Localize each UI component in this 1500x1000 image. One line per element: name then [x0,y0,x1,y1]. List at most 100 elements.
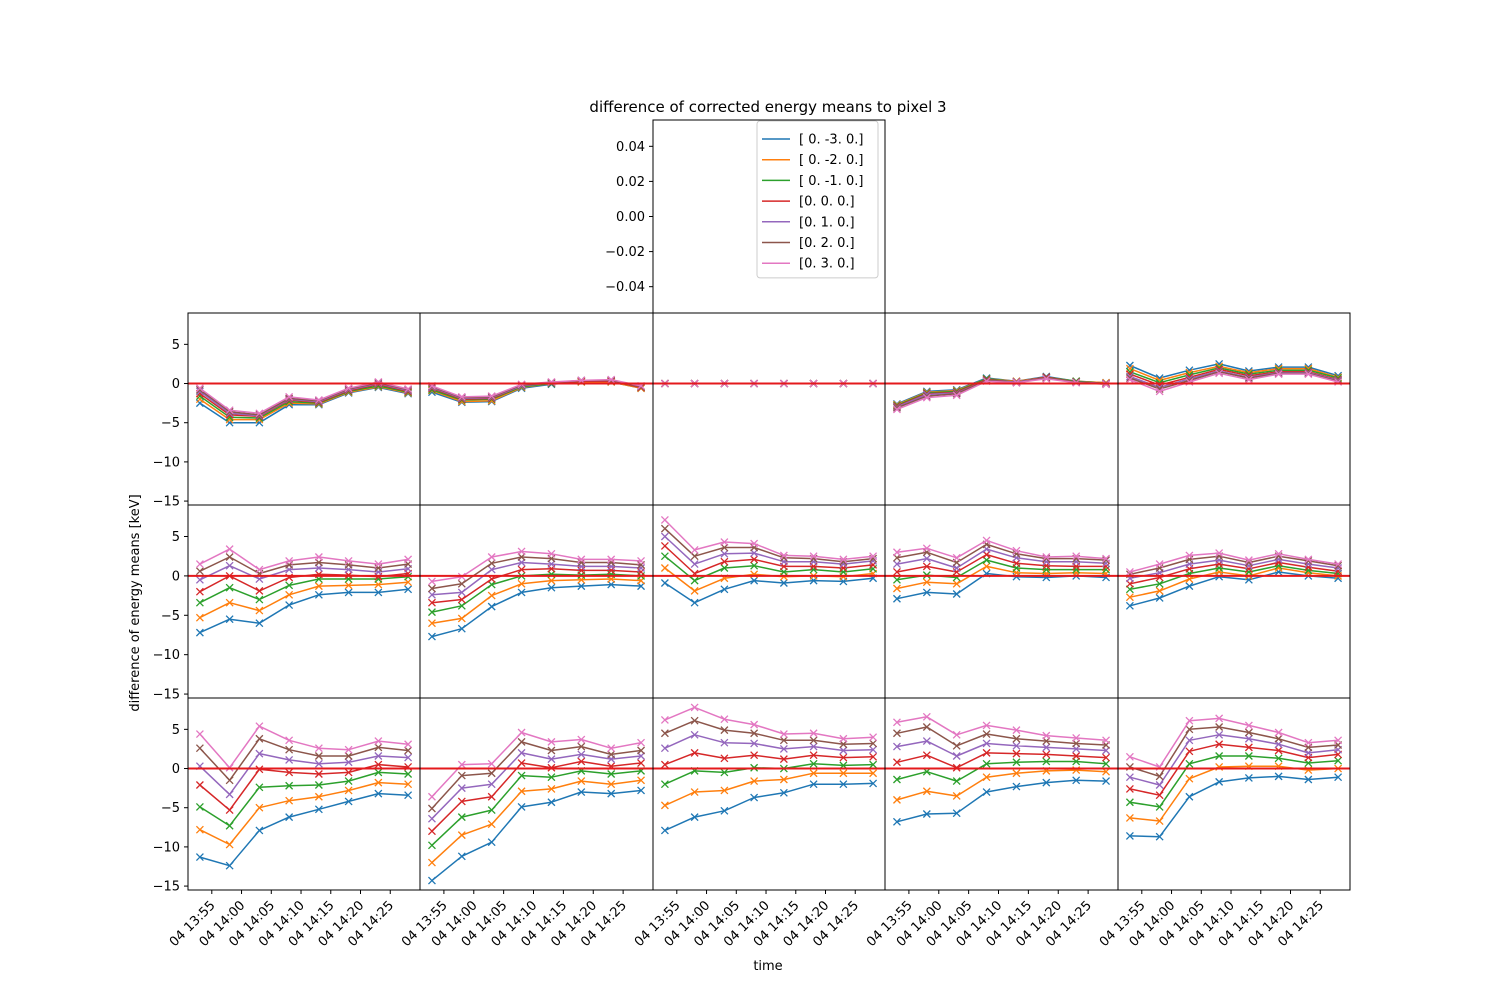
data-point-marker [637,786,646,795]
series-line-7 [1129,552,1339,573]
data-point-marker [892,742,901,751]
legend-entry-7: [0. 3. 0.] [799,257,855,272]
data-point-marker [1185,716,1194,725]
data-point-marker [577,582,586,591]
data-point-marker [1102,753,1111,762]
series-line-1 [431,789,642,882]
top-panel-ytick-label: −0.02 [605,245,645,260]
data-point-marker [720,806,729,815]
subplot-plot-area [188,378,420,427]
data-point-marker [457,831,466,840]
data-point-marker [1102,554,1111,563]
data-point-marker [1155,560,1164,569]
data-point-marker [660,729,669,738]
data-point-marker [1244,375,1253,384]
subplot-frame [652,697,886,891]
series-line-2 [896,769,1107,801]
data-point-marker [225,776,234,785]
subplot-plot-area [1118,359,1350,396]
ytick-label: −15 [153,688,180,703]
data-point-marker [1102,736,1111,745]
data-point-marker [869,769,878,778]
subplot-plot-area [188,545,420,637]
series-line-3 [896,760,1107,782]
data-point-marker [607,555,616,564]
data-point-marker [285,745,294,754]
series-line-2 [896,565,1107,590]
data-point-marker [1215,752,1224,760]
series-line-5 [199,564,409,581]
data-point-marker [982,536,991,545]
data-point-marker [404,555,413,564]
data-point-marker [922,562,931,571]
data-point-marker [892,729,901,738]
data-point-marker [660,524,669,533]
data-point-marker [690,748,699,757]
data-point-marker [285,768,294,777]
data-point-marker [1334,773,1343,782]
data-point-marker [577,555,586,564]
data-point-marker [982,730,991,739]
data-point-marker [1274,754,1283,763]
data-point-marker [1244,752,1253,760]
data-point-marker [225,806,234,815]
data-point-marker [404,385,413,393]
data-point-marker [1244,743,1253,752]
data-point-marker [1102,562,1111,571]
data-point-marker [457,813,466,822]
data-point-marker [225,861,234,870]
data-point-marker [517,579,526,588]
data-point-marker [1334,736,1343,745]
data-point-marker [982,759,991,768]
data-point-marker [314,805,323,814]
data-point-marker [869,745,878,754]
ytick-label: 5 [172,338,180,353]
data-point-marker [892,758,901,767]
data-point-marker [892,817,901,826]
series-line-4 [199,763,409,811]
data-point-marker [487,553,496,561]
data-point-marker [922,737,931,746]
data-point-marker [1042,374,1051,383]
data-point-marker [225,840,234,849]
series-line-6 [1129,555,1339,576]
data-point-marker [720,557,729,566]
data-point-marker [660,715,669,724]
data-point-marker [690,703,699,712]
subplot-r1-c5 [1117,312,1351,506]
series-line-6 [664,719,874,745]
data-point-marker [577,558,586,567]
data-point-marker [1334,756,1343,765]
data-point-marker [547,746,556,755]
data-point-marker [457,784,466,793]
subplot-frame [1117,504,1351,699]
subplot-r1-c1: 5 0 −5 −10 −15 [153,312,421,510]
data-point-marker [195,567,204,576]
data-point-marker [1244,564,1253,573]
data-point-marker [255,595,264,604]
data-point-marker [690,586,699,595]
data-point-marker [1155,579,1164,588]
data-point-marker [892,548,901,557]
series-line-2 [199,385,409,421]
data-point-marker [922,588,931,597]
data-point-marker [517,588,526,597]
data-point-marker [344,752,353,760]
data-point-marker [517,565,526,574]
data-point-marker [195,587,204,596]
series-line-6 [1129,371,1339,390]
subplot-plot-area [653,703,885,835]
ytick-label: −10 [153,455,180,470]
data-point-marker [1334,560,1343,569]
data-point-marker [427,841,436,850]
data-point-marker [809,751,818,760]
data-point-marker [285,581,294,590]
data-point-marker [1012,769,1021,778]
data-point-marker [809,780,818,789]
data-point-marker [750,720,759,729]
data-point-marker [1012,758,1021,767]
data-point-marker [607,744,616,753]
data-point-marker [1185,774,1194,783]
